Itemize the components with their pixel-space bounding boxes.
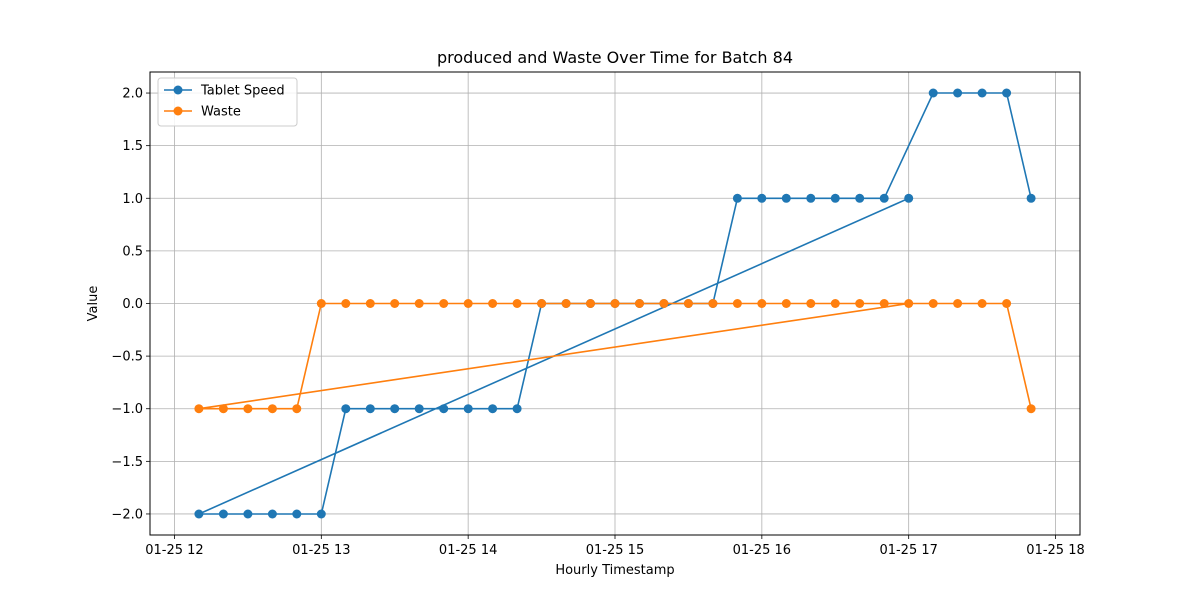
series: [194, 88, 1036, 519]
data-point: [341, 404, 351, 414]
data-point: [781, 193, 791, 203]
x-axis-label: Hourly Timestamp: [555, 563, 674, 578]
data-point: [512, 404, 522, 414]
data-point: [463, 299, 473, 308]
data-point: [316, 509, 326, 519]
data-point: [561, 299, 571, 308]
data-point: [1002, 299, 1012, 308]
y-tick-label: −2.0: [111, 507, 143, 522]
data-point: [218, 509, 228, 519]
data-point: [488, 299, 498, 308]
x-tick-label: 01-25 13: [292, 543, 350, 558]
data-point: [365, 299, 375, 308]
data-point: [341, 299, 351, 308]
data-point: [610, 299, 620, 308]
data-point: [904, 193, 914, 203]
x-tick-label: 01-25 18: [1026, 543, 1084, 558]
data-point: [390, 404, 400, 414]
data-point: [830, 193, 840, 203]
data-point: [390, 299, 400, 308]
data-point: [953, 88, 963, 98]
data-point: [806, 299, 816, 308]
data-point: [1026, 404, 1036, 414]
data-point: [218, 404, 228, 414]
data-point: [194, 509, 204, 519]
data-point: [855, 299, 865, 308]
data-point: [488, 404, 498, 414]
data-point: [586, 299, 595, 308]
series-waste: [194, 299, 1036, 414]
data-point: [732, 299, 742, 308]
data-point: [243, 509, 253, 519]
data-point: [928, 88, 938, 98]
x-tick-label: 01-25 17: [879, 543, 937, 558]
data-point: [732, 193, 742, 203]
y-tick-label: −1.5: [111, 455, 143, 470]
data-point: [928, 299, 938, 308]
data-point: [292, 509, 302, 519]
data-point: [439, 404, 449, 414]
data-point: [879, 299, 889, 308]
data-point: [708, 299, 718, 308]
data-point: [267, 404, 277, 414]
y-tick-label: −0.5: [111, 350, 143, 365]
y-tick-label: 1.5: [122, 139, 143, 154]
data-point: [243, 404, 253, 414]
data-point: [316, 299, 326, 308]
data-point: [977, 88, 987, 98]
y-tick-label: 1.0: [122, 192, 143, 207]
data-point: [267, 509, 277, 519]
legend-label: Tablet Speed: [200, 84, 285, 99]
y-axis-label: Value: [86, 286, 101, 322]
data-point: [414, 299, 424, 308]
y-tick-label: 0.5: [122, 244, 143, 259]
x-tick-label: 01-25 14: [439, 543, 497, 558]
data-point: [659, 299, 669, 308]
y-tick-label: 0.0: [122, 297, 143, 312]
x-tick-label: 01-25 16: [733, 543, 791, 558]
data-point: [414, 404, 424, 414]
axis-ticks: 01-25 12 01-25 13 01-25 14 01-25 15 01-25 16…: [111, 87, 1084, 558]
data-point: [781, 299, 791, 308]
data-point: [439, 299, 449, 308]
data-point: [1026, 193, 1036, 203]
data-point: [879, 193, 889, 203]
legend-swatch-marker: [173, 85, 183, 95]
data-point: [977, 299, 987, 308]
data-point: [635, 299, 644, 308]
chart-title: produced and Waste Over Time for Batch 8…: [437, 48, 793, 67]
legend-swatch-marker: [173, 106, 183, 116]
data-point: [830, 299, 840, 308]
data-point: [512, 299, 522, 308]
data-point: [537, 299, 547, 308]
y-tick-label: −1.0: [111, 402, 143, 417]
data-point: [194, 404, 204, 414]
legend-item: Waste: [164, 105, 241, 120]
x-tick-label: 01-25 15: [586, 543, 644, 558]
data-point: [463, 404, 473, 414]
data-point: [757, 193, 767, 203]
legend-box: [157, 77, 298, 127]
data-point: [806, 193, 816, 203]
legend: Tablet Speed Waste: [157, 77, 298, 127]
y-tick-label: 2.0: [122, 87, 143, 102]
x-tick-label: 01-25 12: [145, 543, 203, 558]
data-point: [757, 299, 767, 308]
legend-item: Tablet Speed: [164, 84, 285, 99]
data-point: [904, 299, 914, 308]
data-point: [855, 193, 865, 203]
data-point: [1002, 88, 1012, 98]
data-point: [365, 404, 375, 414]
legend-label: Waste: [201, 105, 241, 120]
data-point: [953, 299, 963, 308]
data-point: [292, 404, 302, 414]
data-point: [683, 299, 693, 308]
